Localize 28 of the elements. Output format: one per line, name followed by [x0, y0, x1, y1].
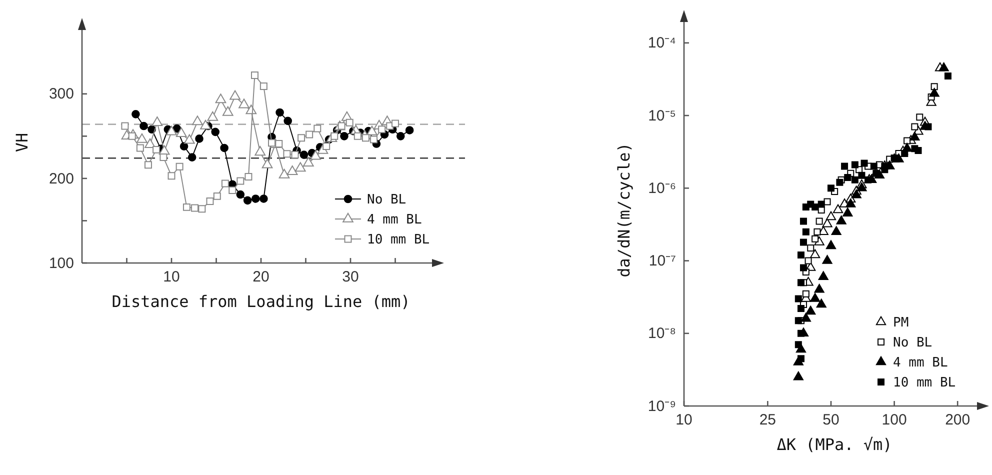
y-tick-label: 10⁻⁸	[648, 325, 676, 342]
legend-label: No BL	[893, 336, 932, 351]
legend-label: 10 mm BL	[367, 232, 430, 248]
y-tick-label: 10⁻⁵	[648, 107, 676, 124]
y-tick-label: 100	[48, 254, 74, 272]
y-tick-label: 10⁻⁴	[648, 34, 676, 52]
legend-label: 10 mm BL	[893, 376, 956, 391]
x-tick-label: 25	[759, 412, 776, 429]
x-tick-label: 200	[945, 412, 970, 429]
x-axis-title: ΔK (MPa. √m)	[776, 435, 892, 454]
legend-label: 4 mm BL	[367, 212, 422, 228]
x-tick-label: 30	[342, 268, 359, 286]
x-tick-label: 20	[252, 268, 270, 286]
y-tick-label: 200	[48, 170, 74, 188]
x-tick-label: 100	[882, 412, 907, 429]
legend-label: No BL	[367, 192, 406, 208]
y-axis-title: da/dN(m/cycle)	[614, 142, 634, 278]
y-tick-label: 10⁻⁶	[648, 180, 676, 197]
x-tick-label: 50	[822, 412, 840, 429]
legend-label: PM	[893, 316, 909, 331]
y-tick-label: 10⁻⁹	[648, 398, 676, 415]
y-axis-title: VH	[12, 132, 32, 152]
x-axis-title: Distance from Loading Line (mm)	[112, 292, 410, 311]
y-tick-label: 300	[48, 86, 74, 103]
legend-label: 4 mm BL	[893, 356, 948, 371]
x-tick-label: 10	[163, 268, 180, 286]
x-tick-label: 10	[676, 412, 692, 429]
y-tick-label: 10⁻⁷	[648, 252, 676, 270]
